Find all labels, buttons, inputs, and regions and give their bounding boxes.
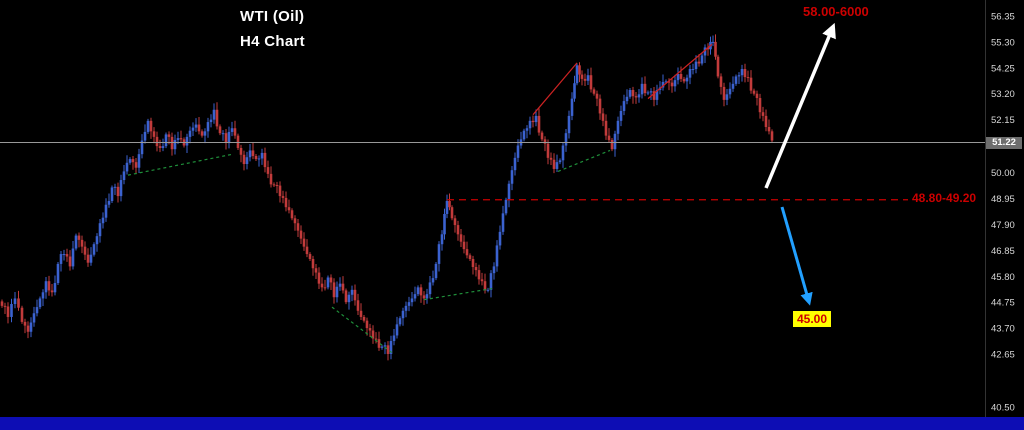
chart-subtitle: H4 Chart — [240, 33, 305, 50]
y-axis-label: 48.95 — [991, 194, 1015, 205]
y-axis-label: 45.80 — [991, 272, 1015, 283]
y-axis-label: 56.35 — [991, 12, 1015, 23]
y-axis-label: 50.00 — [991, 168, 1015, 179]
downside-arrow[interactable] — [780, 206, 813, 306]
y-axis-label: 47.90 — [991, 220, 1015, 231]
y-axis-label: 55.30 — [991, 37, 1015, 48]
y-axis-label: 40.50 — [991, 403, 1015, 414]
y-axis[interactable]: 56.35 55.30 54.25 53.20 52.15 50.00 48.95 47.90… — [991, 12, 1015, 414]
resistance-zone-label[interactable]: 48.80-49.20 — [912, 191, 977, 205]
y-axis-label: 52.15 — [991, 115, 1015, 126]
candles-layer — [0, 34, 774, 361]
trendlines-layer[interactable] — [127, 43, 713, 354]
upside-arrow[interactable] — [764, 22, 836, 189]
upside-target-label[interactable]: 58.00-6000 — [803, 4, 869, 19]
y-axis-label: 42.65 — [991, 349, 1015, 360]
chart-title: WTI (Oil) — [240, 8, 305, 25]
y-axis-label: 43.70 — [991, 324, 1015, 335]
y-axis-label: 53.20 — [991, 89, 1015, 100]
y-axis-label: 54.25 — [991, 63, 1015, 74]
bottom-taskbar — [0, 417, 1024, 430]
y-axis-label: 44.75 — [991, 298, 1015, 309]
current-price-tag: 51.22 — [986, 136, 1022, 149]
y-axis-label: 46.85 — [991, 246, 1015, 257]
downside-target-label[interactable]: 45.00 — [793, 311, 832, 327]
